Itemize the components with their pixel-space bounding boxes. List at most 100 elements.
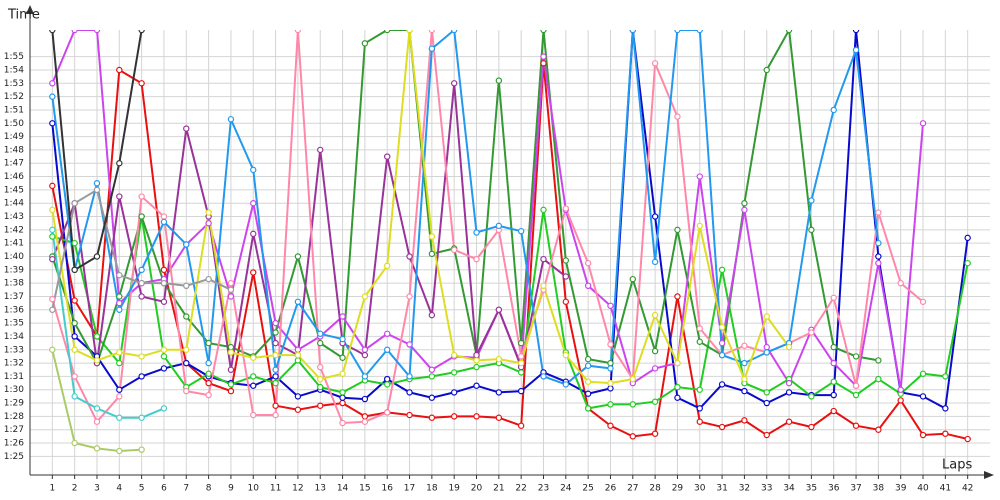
lap-point: [852, 391, 860, 399]
lap-point: [696, 222, 703, 230]
lap-point: [763, 66, 770, 74]
lap-point: [607, 359, 614, 367]
lap-point: [473, 229, 480, 236]
lap-point: [651, 258, 659, 266]
x-tick-label: 13: [315, 484, 326, 494]
lap-point: [718, 339, 726, 347]
lap-point: [473, 351, 480, 359]
lap-point: [428, 373, 436, 380]
lap-point: [138, 446, 145, 453]
lap-point: [294, 406, 302, 413]
lap-point: [852, 46, 860, 54]
lap-line: [51, 30, 790, 385]
x-tick-label: 1: [49, 484, 55, 494]
y-tick-label: 1:48: [4, 145, 24, 155]
lap-point: [317, 383, 324, 391]
lap-point: [450, 413, 458, 420]
lap-line: [51, 30, 880, 386]
y-tick-label: 1:34: [4, 332, 24, 342]
y-tick-label: 1:31: [4, 372, 24, 382]
x-tick-label: 36: [828, 484, 840, 494]
lap-point: [361, 40, 369, 47]
lap-point: [785, 418, 793, 425]
lap-point: [339, 419, 346, 427]
lap-point: [71, 30, 78, 34]
lap-line: [51, 83, 567, 371]
x-tick-label: 12: [292, 484, 303, 494]
lap-point: [272, 402, 279, 409]
x-tick-label: 38: [873, 484, 885, 494]
lap-point: [384, 30, 391, 34]
lap-point: [607, 302, 614, 309]
lap-point: [317, 339, 324, 347]
lap-point: [629, 433, 636, 440]
lap-point: [473, 413, 480, 420]
lap-point: [49, 80, 56, 87]
lap-point: [808, 423, 815, 431]
lap-point: [785, 379, 793, 387]
lap-point: [607, 365, 614, 372]
lap-point: [562, 298, 570, 305]
x-tick-label: 16: [381, 484, 393, 494]
lap-point: [741, 342, 748, 349]
y-tick-label: 1:54: [4, 65, 24, 75]
lap-point: [160, 365, 168, 372]
lap-point: [607, 422, 614, 429]
lap-point: [205, 370, 212, 377]
lap-point: [384, 381, 391, 388]
lap-point: [473, 357, 480, 364]
lap-point: [116, 306, 123, 313]
x-tick-label: 14: [337, 484, 349, 494]
lap-point: [406, 253, 413, 260]
lap-point: [584, 282, 592, 290]
lap-point: [875, 426, 882, 433]
x-tick-label: 28: [649, 484, 661, 494]
lap-point: [384, 330, 391, 337]
lap-point: [763, 399, 770, 407]
lap-point: [205, 391, 212, 399]
lap-point: [830, 378, 837, 385]
lap-point: [93, 405, 101, 412]
lap-point: [116, 447, 123, 455]
x-tick-label: 2: [72, 484, 78, 494]
lap-point: [294, 393, 302, 400]
x-tick-label: 10: [248, 484, 260, 494]
lap-point: [160, 405, 168, 412]
lap-point: [696, 386, 703, 393]
y-tick-label: 1:28: [4, 412, 24, 422]
lap-point: [250, 411, 257, 419]
lap-point: [116, 66, 123, 74]
lap-point: [294, 30, 302, 34]
lap-point: [718, 323, 726, 331]
lap-point: [250, 166, 257, 174]
lap-point: [674, 293, 681, 300]
lap-point: [406, 373, 413, 380]
y-tick-label: 1:44: [4, 199, 24, 209]
lap-point: [562, 257, 570, 264]
lap-point: [763, 349, 770, 356]
y-tick-label: 1:51: [4, 105, 24, 115]
x-tick-label: 27: [627, 484, 638, 494]
y-tick-label: 1:52: [4, 92, 24, 102]
lap-point: [406, 293, 413, 300]
lap-point: [651, 365, 659, 372]
lap-point: [294, 346, 302, 353]
lap-point: [205, 209, 212, 216]
lap-point: [942, 405, 949, 412]
lap-point: [830, 106, 837, 114]
lap-point: [517, 387, 525, 395]
plot-area: [49, 30, 971, 455]
x-tick-label: 24: [560, 484, 572, 494]
lap-point: [138, 193, 145, 200]
lap-point: [495, 77, 503, 84]
x-tick-label: 7: [183, 484, 189, 494]
lap-point: [428, 311, 436, 319]
lap-point: [160, 213, 168, 220]
lap-point: [116, 193, 123, 200]
lap-point: [361, 395, 369, 403]
x-tick-label: 25: [582, 484, 593, 494]
lap-point: [71, 393, 78, 400]
lap-point: [607, 401, 614, 408]
lap-point: [361, 418, 369, 425]
lap-point: [562, 273, 570, 280]
